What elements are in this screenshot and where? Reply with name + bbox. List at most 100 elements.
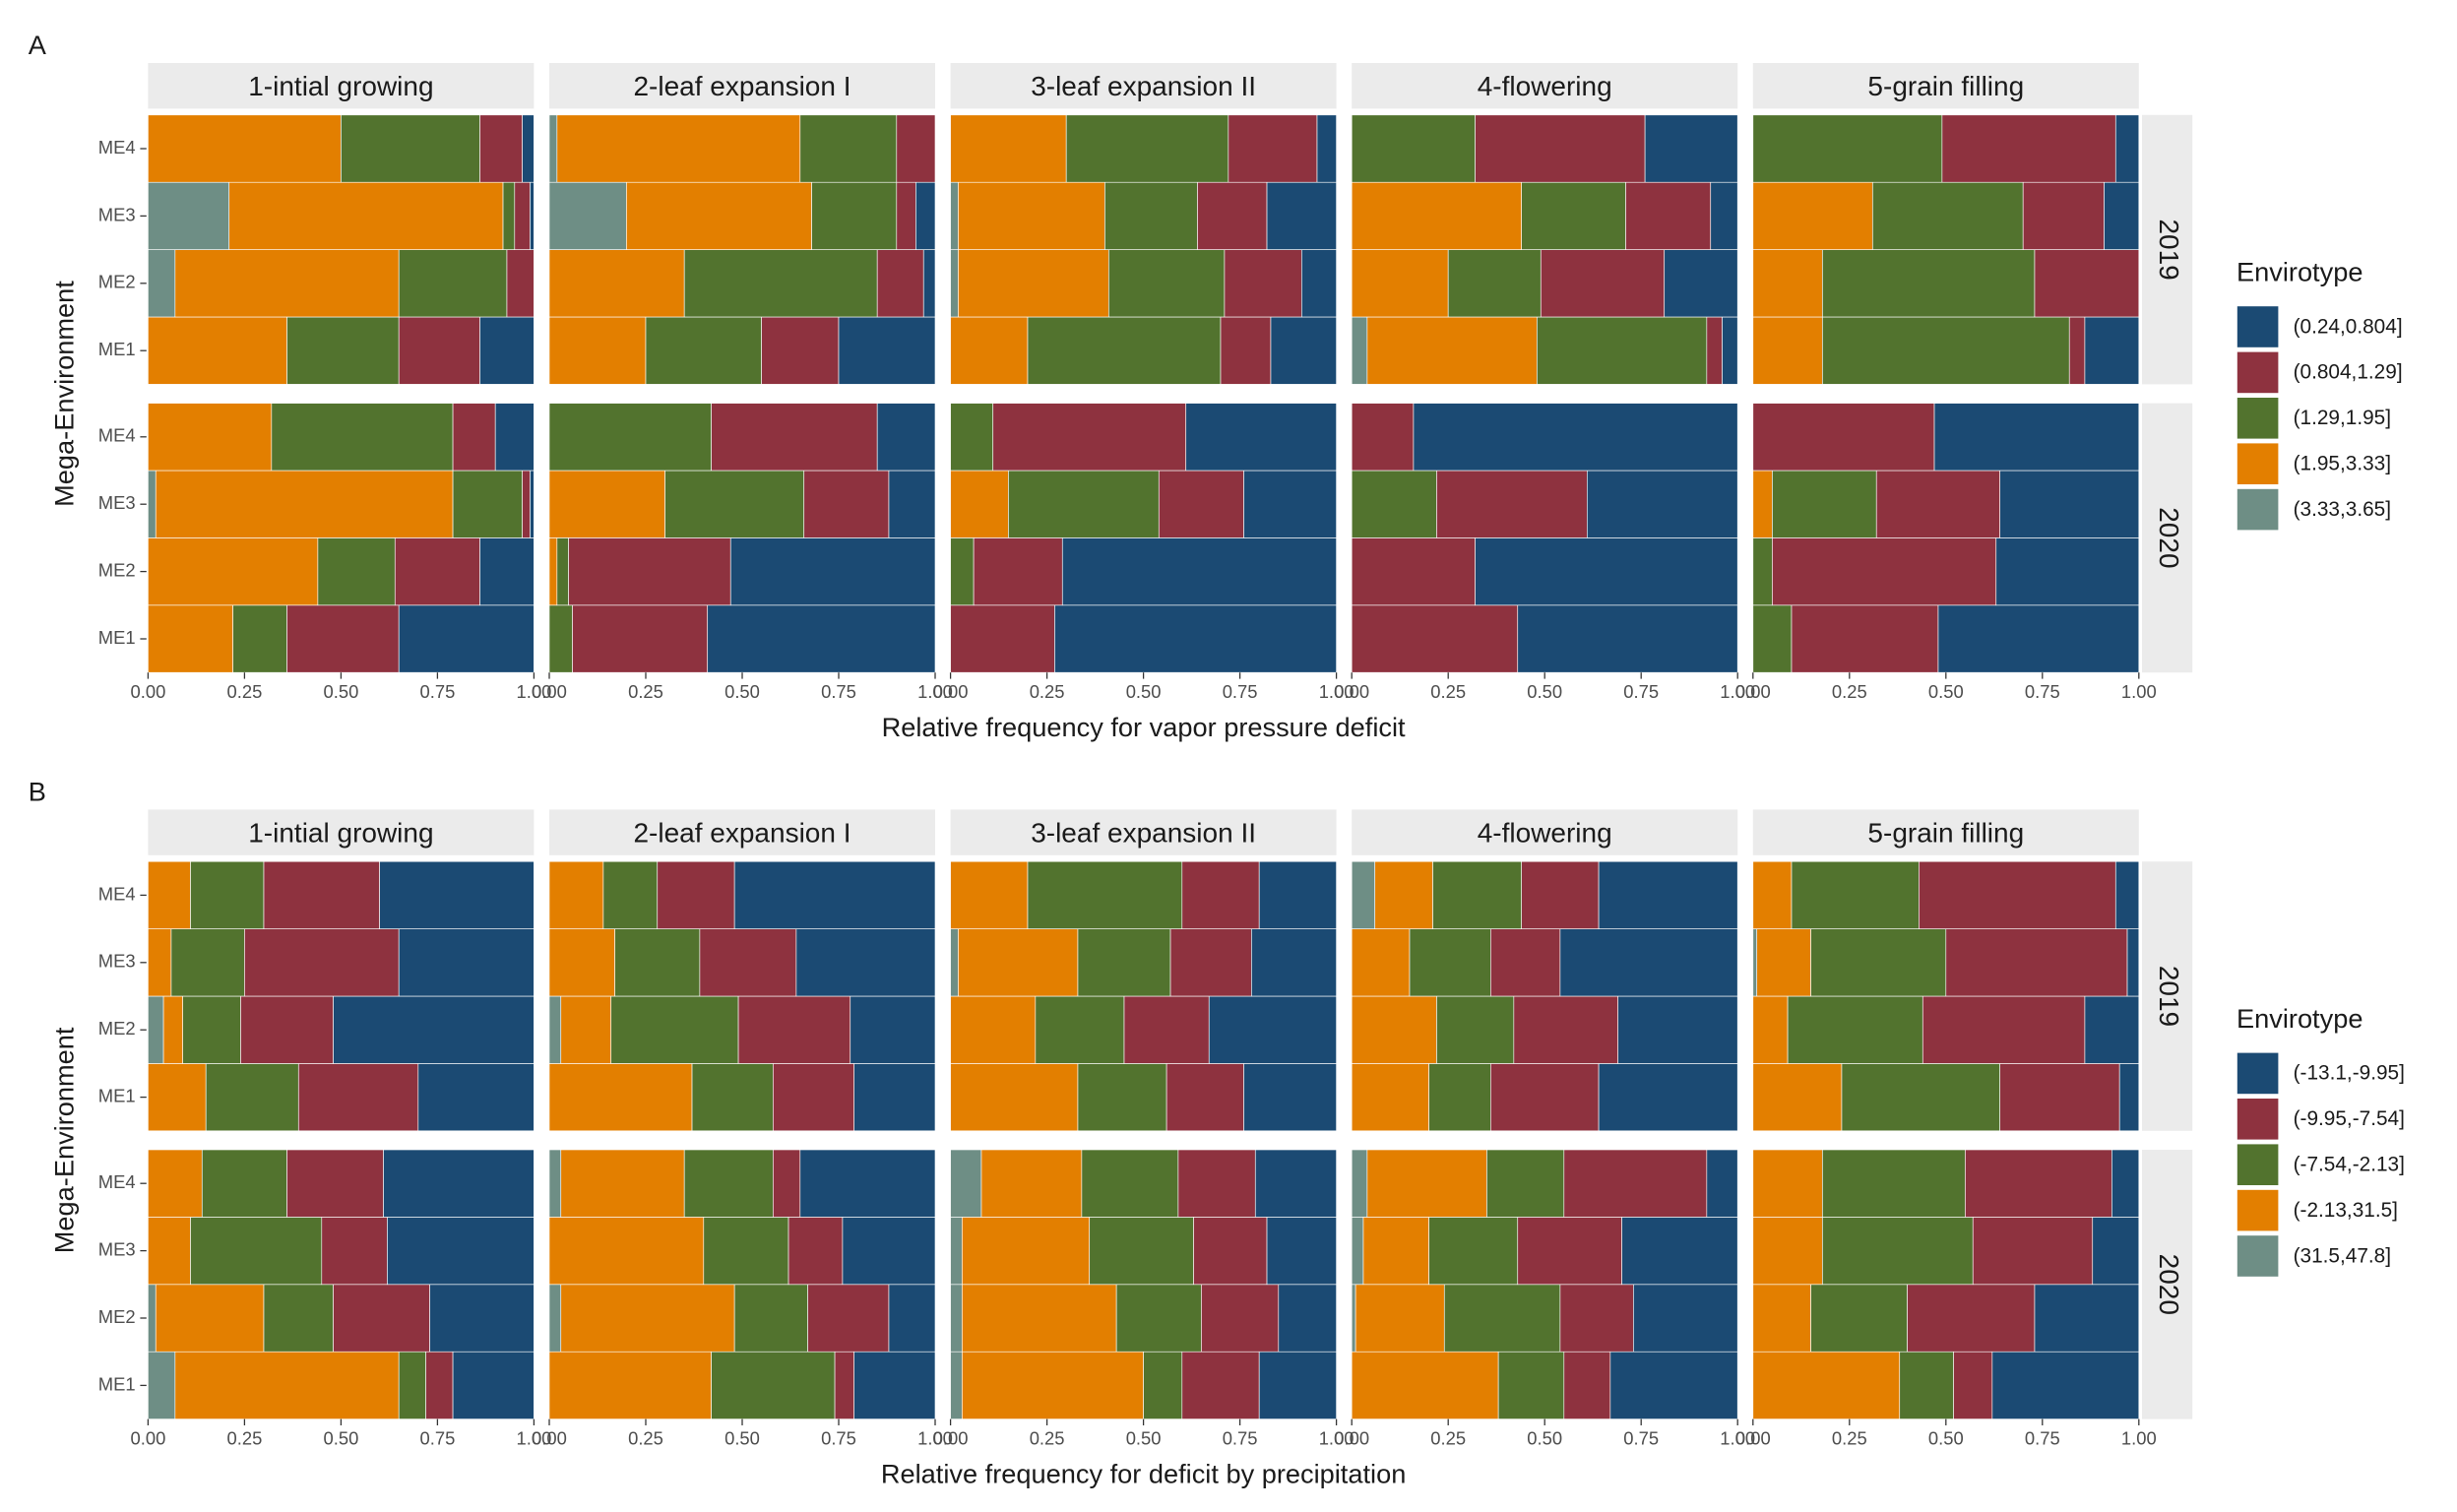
bar-segment <box>286 316 400 385</box>
bar-segment <box>174 249 400 318</box>
bar-segment <box>1208 995 1337 1064</box>
bar-segment <box>799 1149 936 1218</box>
x-tick-label: 1.00 <box>1720 1427 1755 1448</box>
bar-segment <box>1089 1217 1194 1286</box>
facet-strip-label: 4-flowering <box>1478 71 1612 101</box>
x-tick-label: 0.75 <box>821 681 856 702</box>
x-tick-label: 0.00 <box>131 681 166 702</box>
x-tick-label: 0.50 <box>1126 1427 1162 1448</box>
bar-segment <box>788 1217 844 1286</box>
bar-segment <box>1941 114 2116 183</box>
facet-strip-label: 5-grain filling <box>1867 71 2024 101</box>
bar-segment <box>560 1284 735 1353</box>
x-tick-label: 1.00 <box>917 681 953 702</box>
bar-segment <box>896 181 916 250</box>
bar-segment <box>548 1063 693 1132</box>
y-tick-label: ME3 <box>98 204 136 224</box>
legend-label: (31.5,47.8] <box>2294 1244 2391 1267</box>
bar-segment <box>1787 995 1923 1064</box>
bar-segment <box>506 249 535 318</box>
bar-segment <box>992 403 1187 472</box>
bar-segment <box>850 995 936 1064</box>
x-tick-label: 0.25 <box>628 1427 663 1448</box>
bar-segment <box>1664 249 1738 318</box>
bar-segment <box>773 1063 855 1132</box>
bar-segment <box>1258 860 1337 929</box>
bar-segment <box>155 1284 265 1353</box>
bar-segment <box>1054 604 1337 673</box>
x-tick-label: 0.25 <box>227 681 263 702</box>
bar-segment <box>1772 470 1877 538</box>
bar-segment <box>263 860 380 929</box>
x-tick-label: 1.00 <box>517 1427 552 1448</box>
x-tick-label: 1.00 <box>1720 681 1755 702</box>
bar-segment <box>398 1351 426 1419</box>
bar-segment <box>148 114 342 183</box>
bar-segment <box>530 181 535 250</box>
bar-segment <box>950 181 959 250</box>
bar-segment <box>205 1063 299 1132</box>
legend-label: (-7.54,-2.13] <box>2294 1154 2405 1176</box>
bar-segment <box>425 1351 454 1419</box>
facet-strip-label: 3-leaf expansion II <box>1031 817 1256 848</box>
bar-segment <box>1999 470 2140 538</box>
bar-segment <box>1517 1217 1622 1286</box>
bar-segment <box>1490 1063 1600 1132</box>
bar-segment <box>394 537 480 606</box>
legend-label: (0.24,0.804] <box>2294 315 2403 338</box>
y-axis-title: Mega-Environment <box>48 1027 79 1253</box>
bar-segment <box>148 928 172 997</box>
bar-segment <box>707 604 936 673</box>
bar-segment <box>1791 604 1939 673</box>
bar-segment <box>962 1284 1117 1353</box>
bar-segment <box>1035 995 1125 1064</box>
bar-segment <box>1810 928 1947 997</box>
legend-swatch <box>2236 396 2280 441</box>
x-axis-title: Relative frequency for deficit by precip… <box>881 1458 1406 1488</box>
bar-segment <box>1027 316 1222 385</box>
bar-segment <box>1351 1284 1356 1353</box>
bar-segment <box>729 537 936 606</box>
bar-segment <box>1366 316 1538 385</box>
bar-segment <box>1772 537 1997 606</box>
bar-segment <box>683 1149 774 1218</box>
facet-strip <box>1752 63 2139 109</box>
bar-segment <box>773 1149 801 1218</box>
bar-segment <box>560 995 612 1064</box>
bar-segment <box>244 928 400 997</box>
bar-segment <box>1185 403 1337 472</box>
x-tick-label: 0.75 <box>1623 681 1659 702</box>
x-tick-label: 0.50 <box>1928 681 1964 702</box>
bar-segment <box>1752 1149 1823 1218</box>
bar-segment <box>1374 860 1433 929</box>
bar-segment <box>1945 928 2128 997</box>
bar-segment <box>1351 537 1476 606</box>
bar-segment <box>398 249 508 318</box>
legend-swatch <box>2236 304 2280 349</box>
x-tick-label: 0.25 <box>227 1427 263 1448</box>
x-tick-label: 0.75 <box>1623 1427 1659 1448</box>
bar-segment <box>1301 249 1337 318</box>
bar-segment <box>1972 1217 2094 1286</box>
bar-segment <box>190 1217 323 1286</box>
x-tick-label: 0.00 <box>532 681 567 702</box>
bar-segment <box>896 114 936 183</box>
bar-segment <box>1362 1217 1429 1286</box>
bar-segment <box>1563 1149 1708 1218</box>
facet-strip-label: 4-flowering <box>1478 817 1612 848</box>
bar-segment <box>1598 860 1738 929</box>
row-strip-label: 2019 <box>2154 219 2184 280</box>
bar-segment <box>834 1351 854 1419</box>
bar-segment <box>1254 1149 1337 1218</box>
x-tick-label: 0.00 <box>532 1427 567 1448</box>
bar-segment <box>383 1149 535 1218</box>
y-tick-label: ME3 <box>98 492 136 513</box>
x-tick-label: 0.00 <box>1334 681 1369 702</box>
bar-segment <box>1559 928 1738 997</box>
facet-strip <box>1752 809 2139 855</box>
bar-segment <box>1413 403 1738 472</box>
bar-segment <box>876 249 924 318</box>
bar-segment <box>602 860 659 929</box>
bar-segment <box>1316 114 1337 183</box>
bar-segment <box>548 1149 562 1218</box>
